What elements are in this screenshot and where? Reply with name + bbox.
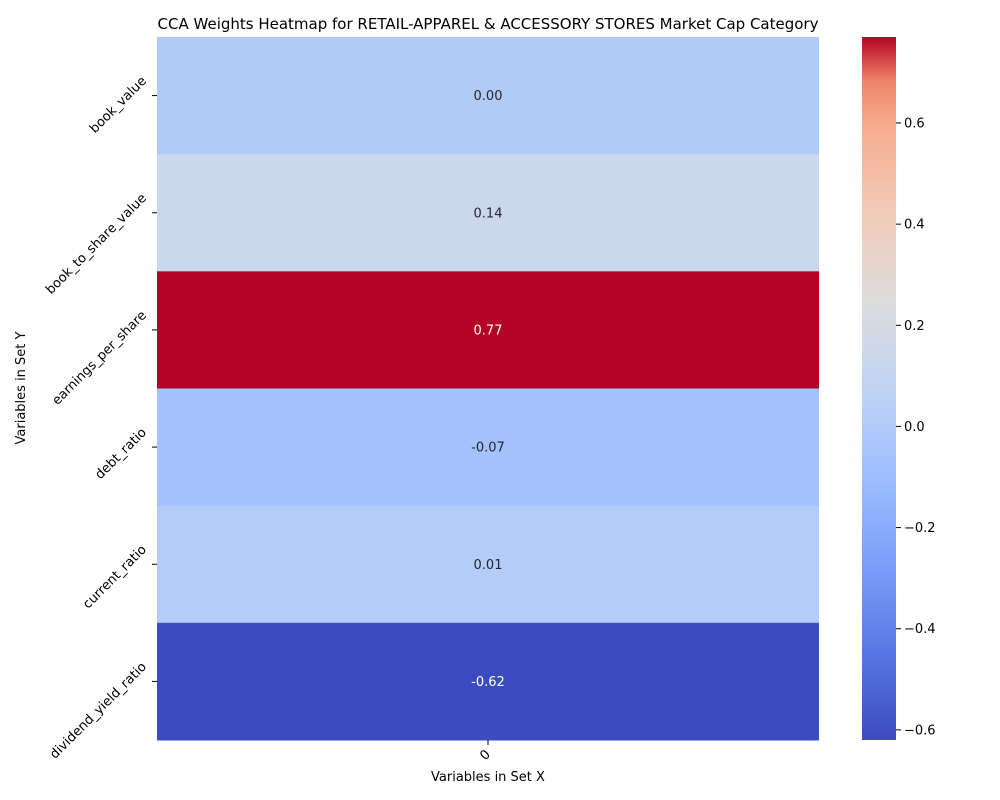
cell-value-label: -0.07	[471, 441, 505, 456]
cell-value-label: 0.77	[474, 323, 503, 338]
cell-value-label: -0.62	[471, 675, 505, 690]
y-tick-label: current_ratio	[80, 542, 150, 612]
x-tick-label: 0	[477, 747, 493, 763]
colorbar-tick-label: −0.4	[904, 622, 936, 637]
cell-value-label: 0.00	[474, 89, 503, 104]
y-tick-label: book_to_share_value	[43, 191, 150, 298]
y-tick-label: earnings_per_share	[50, 308, 150, 408]
heatmap-cell	[157, 154, 819, 272]
colorbar-tick-label: 0.6	[904, 116, 925, 131]
y-tick-label: dividend_yield_ratio	[47, 660, 150, 763]
y-tick-label: debt_ratio	[92, 425, 149, 482]
colorbar-tick-label: −0.2	[904, 521, 936, 536]
colorbar-tick-label: 0.4	[904, 218, 925, 233]
colorbar: −0.6 −0.4 −0.2 0.0 0.2 0.4 0.6	[862, 37, 936, 740]
heatmap-cell	[157, 37, 819, 155]
heatmap-cell	[157, 505, 819, 624]
cell-value-label: 0.14	[474, 206, 503, 221]
cell-value-label: 0.01	[474, 558, 503, 573]
chart-title: CCA Weights Heatmap for RETAIL-APPAREL &…	[158, 15, 819, 33]
heatmap-cell	[157, 622, 819, 741]
colorbar-tick-label: 0.0	[904, 420, 925, 435]
colorbar-tick-label: −0.6	[904, 723, 936, 738]
y-axis-label: Variables in Set Y	[14, 331, 29, 444]
colorbar-gradient	[862, 37, 896, 740]
heatmap-cell	[157, 388, 819, 507]
x-axis-label: Variables in Set X	[431, 770, 545, 785]
x-axis: 0	[477, 740, 494, 764]
y-tick-label: book_value	[87, 74, 150, 137]
heatmap-cell	[157, 271, 819, 389]
heatmap-cells: 0.00 0.14 0.77 -0.07 0.01 -0.62	[157, 37, 819, 741]
colorbar-tick-label: 0.2	[904, 319, 925, 334]
y-axis: book_value book_to_share_valueearnings_pe…	[43, 74, 157, 762]
